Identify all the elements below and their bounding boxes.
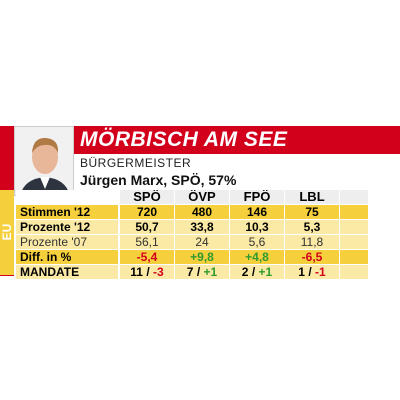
value-cell: 33,8 bbox=[175, 220, 229, 234]
row-label: Stimmen '12 bbox=[16, 205, 118, 219]
value-cell: 56,1 bbox=[120, 235, 174, 249]
value-cell: 11,8 bbox=[285, 235, 339, 249]
separator: / bbox=[251, 265, 256, 279]
change: -1 bbox=[315, 265, 326, 279]
seats: 7 bbox=[186, 265, 194, 279]
value-cell: 720 bbox=[120, 205, 174, 219]
value-cell: 24 bbox=[175, 235, 229, 249]
empty-cell bbox=[340, 235, 368, 249]
seats: 1 bbox=[298, 265, 305, 279]
mandate-cell: 7 / +1 bbox=[175, 265, 229, 279]
row-label: MANDATE bbox=[16, 265, 118, 279]
value-cell: -6,5 bbox=[285, 250, 339, 264]
seats: 2 bbox=[241, 265, 249, 279]
header-cell bbox=[340, 190, 368, 204]
row-label: Prozente '12 bbox=[16, 220, 118, 234]
value-cell: 50,7 bbox=[120, 220, 174, 234]
empty-cell bbox=[340, 265, 368, 279]
value-cell: 10,3 bbox=[230, 220, 284, 234]
empty-cell bbox=[340, 250, 368, 264]
value-cell: 5,3 bbox=[285, 220, 339, 234]
mayor: Jürgen Marx, SPÖ, 57% bbox=[80, 172, 237, 188]
mandate-cell: 1 / -1 bbox=[285, 265, 339, 279]
empty-cell bbox=[340, 205, 368, 219]
value-cell: 5,6 bbox=[230, 235, 284, 249]
column-header: ÖVP bbox=[175, 190, 229, 204]
value-cell: +4,8 bbox=[230, 250, 284, 264]
separator: / bbox=[146, 265, 150, 279]
change: +1 bbox=[258, 265, 273, 279]
value-cell: 75 bbox=[285, 205, 339, 219]
seats: 11 bbox=[130, 265, 143, 279]
mandate-cell: 2 / +1 bbox=[230, 265, 284, 279]
row-label: Prozente '07 bbox=[16, 235, 118, 249]
role: BÜRGERMEISTER bbox=[80, 156, 192, 170]
side-tab bbox=[0, 190, 14, 275]
value-cell: 146 bbox=[230, 205, 284, 219]
value-cell: 480 bbox=[175, 205, 229, 219]
empty-cell bbox=[340, 220, 368, 234]
change: -3 bbox=[153, 265, 164, 279]
value-cell: +9,8 bbox=[175, 250, 229, 264]
mandate-cell: 11 / -3 bbox=[120, 265, 174, 279]
row-label: Diff. in % bbox=[16, 250, 118, 264]
change: +1 bbox=[203, 265, 218, 279]
value-cell: -5,4 bbox=[120, 250, 174, 264]
column-header: LBL bbox=[285, 190, 339, 204]
title: MÖRBISCH AM SEE bbox=[80, 128, 288, 151]
column-header: FPÖ bbox=[230, 190, 284, 204]
separator: / bbox=[308, 265, 312, 279]
header-cell bbox=[16, 190, 118, 204]
column-header: SPÖ bbox=[120, 190, 174, 204]
separator: / bbox=[196, 265, 201, 279]
portrait bbox=[14, 126, 74, 196]
